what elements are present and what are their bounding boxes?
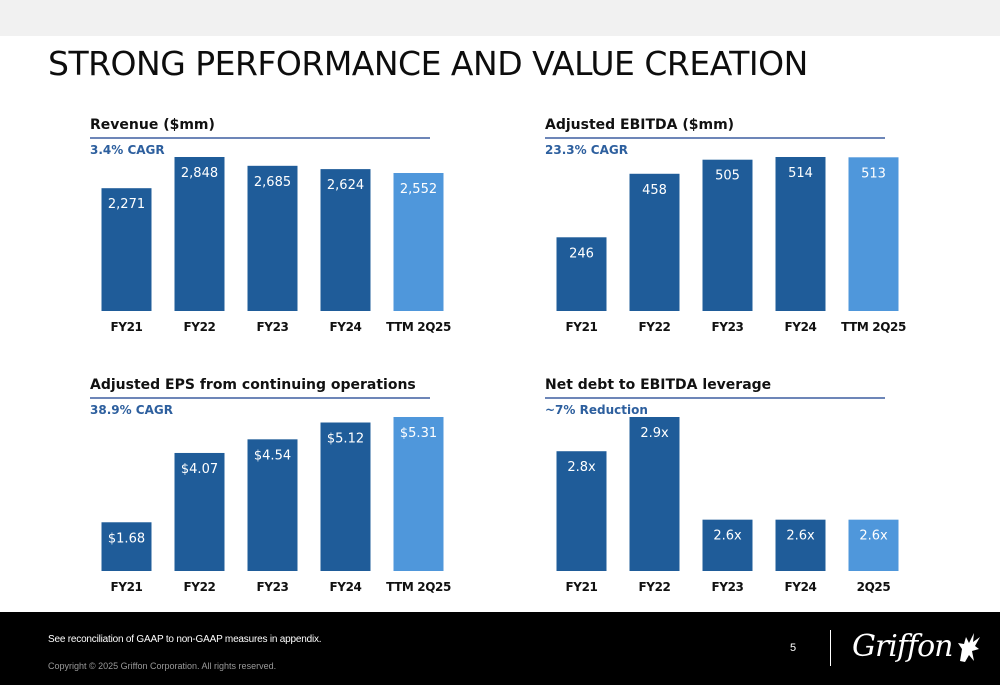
leverage-bar-chart: 2.8x FY21 2.9x FY22 2.6x FY23 2.6x FY24 2.6x 2Q25 — [556, 417, 899, 594]
bar-value-label: 513 — [861, 166, 886, 181]
bar-ttm-2q25 — [393, 417, 444, 571]
category-label: FY22 — [639, 320, 671, 334]
title-rule — [90, 137, 430, 139]
bar-value-label: 2.6x — [713, 529, 742, 544]
griffin-icon — [958, 633, 980, 662]
bar-value-label: 2,848 — [181, 166, 218, 181]
bar-fy21 — [556, 451, 607, 571]
bar-value-label: $5.12 — [327, 432, 364, 447]
top-band — [0, 0, 1000, 36]
bar-value-label: 2,624 — [327, 178, 364, 193]
category-label: FY21 — [111, 580, 143, 594]
eps-bar-chart: $1.68 FY21 $4.07 FY22 $4.54 FY23 $5.12 FY24 $5.3… — [101, 417, 451, 594]
category-label: FY22 — [184, 580, 216, 594]
category-label: TTM 2Q25 — [841, 320, 906, 334]
category-label: FY22 — [639, 580, 671, 594]
category-label: FY23 — [257, 320, 289, 334]
gaap-note: See reconciliation of GAAP to non-GAAP m… — [48, 634, 322, 645]
category-label: TTM 2Q25 — [386, 580, 451, 594]
ebitda-chart-panel: Adjusted EBITDA ($mm) 23.3% CAGR 246 FY21… — [545, 117, 906, 357]
bar-value-label: $4.07 — [181, 462, 218, 477]
revenue-bar-chart: 2,271 FY21 2,848 FY22 2,685 FY23 2,624 FY24 2,55… — [101, 157, 451, 334]
category-label: FY24 — [330, 580, 362, 594]
title-rule — [90, 397, 430, 399]
bar-fy21 — [101, 188, 152, 311]
category-label: FY21 — [566, 580, 598, 594]
cagr-label: 3.4% CAGR — [90, 143, 165, 157]
bar-ttm-2q25 — [393, 173, 444, 311]
bar-fy24 — [320, 422, 371, 571]
footer: See reconciliation of GAAP to non-GAAP m… — [0, 612, 1000, 685]
bar-fy21 — [101, 522, 152, 571]
category-label: FY21 — [111, 320, 143, 334]
cagr-label: 23.3% CAGR — [545, 143, 628, 157]
chart-title: Adjusted EPS from continuing operations — [90, 377, 416, 393]
eps-chart-panel: Adjusted EPS from continuing operations … — [90, 377, 451, 617]
category-label: TTM 2Q25 — [386, 320, 451, 334]
bar-fy23 — [702, 159, 753, 311]
bar-ttm-2q25 — [848, 157, 899, 311]
bar-fy24 — [775, 157, 826, 311]
bar-value-label: $5.31 — [400, 426, 437, 441]
bar-value-label: $1.68 — [108, 531, 145, 546]
bar-fy24 — [320, 169, 371, 311]
chart-title: Net debt to EBITDA leverage — [545, 377, 772, 393]
copyright: Copyright © 2025 Griffon Corporation. Al… — [48, 661, 277, 671]
bar-value-label: 2,685 — [254, 175, 291, 190]
bar-fy22 — [174, 157, 225, 311]
bar-value-label: 2.9x — [640, 426, 669, 441]
bar-fy22 — [629, 417, 680, 571]
category-label: FY23 — [712, 580, 744, 594]
chart-title: Revenue ($mm) — [90, 117, 215, 133]
footer-divider — [830, 630, 831, 666]
title-rule — [545, 137, 885, 139]
category-label: FY23 — [257, 580, 289, 594]
revenue-chart-panel: Revenue ($mm) 3.4% CAGR 2,271 FY21 2,848 FY… — [90, 117, 451, 357]
category-label: FY24 — [785, 580, 817, 594]
griffon-logo: Griffon — [852, 627, 982, 671]
category-label: FY23 — [712, 320, 744, 334]
bar-value-label: 2.6x — [859, 529, 888, 544]
leverage-chart-panel: Net debt to EBITDA leverage ~7% Reductio… — [545, 377, 899, 617]
reduction-label: ~7% Reduction — [545, 403, 648, 417]
bar-fy23 — [247, 439, 298, 571]
category-label: FY21 — [566, 320, 598, 334]
category-label: 2Q25 — [857, 580, 891, 594]
page-number: 5 — [790, 642, 797, 654]
chart-title: Adjusted EBITDA ($mm) — [545, 117, 735, 133]
logo-wordmark: Griffon — [852, 629, 953, 664]
bar-value-label: 2,271 — [108, 197, 145, 212]
bar-value-label: 2.6x — [786, 529, 815, 544]
bar-fy22 — [174, 452, 225, 571]
slide-title: STRONG PERFORMANCE AND VALUE CREATION — [48, 44, 808, 83]
category-label: FY24 — [785, 320, 817, 334]
bar-fy21 — [556, 237, 607, 311]
bar-value-label: $4.54 — [254, 448, 291, 463]
bar-value-label: 458 — [642, 183, 667, 198]
bar-fy23 — [247, 165, 298, 311]
bar-2q25 — [848, 519, 899, 571]
ebitda-bar-chart: 246 FY21 458 FY22 505 FY23 514 FY24 513 TTM 2Q25 — [556, 157, 906, 334]
bar-fy23 — [702, 519, 753, 571]
title-rule — [545, 397, 885, 399]
bar-fy24 — [775, 519, 826, 571]
category-label: FY22 — [184, 320, 216, 334]
bar-value-label: 2,552 — [400, 182, 437, 197]
category-label: FY24 — [330, 320, 362, 334]
bar-fy22 — [629, 173, 680, 311]
bar-value-label: 2.8x — [567, 460, 596, 475]
bar-value-label: 246 — [569, 246, 594, 261]
cagr-label: 38.9% CAGR — [90, 403, 173, 417]
bar-value-label: 514 — [788, 166, 813, 181]
bar-value-label: 505 — [715, 169, 740, 184]
